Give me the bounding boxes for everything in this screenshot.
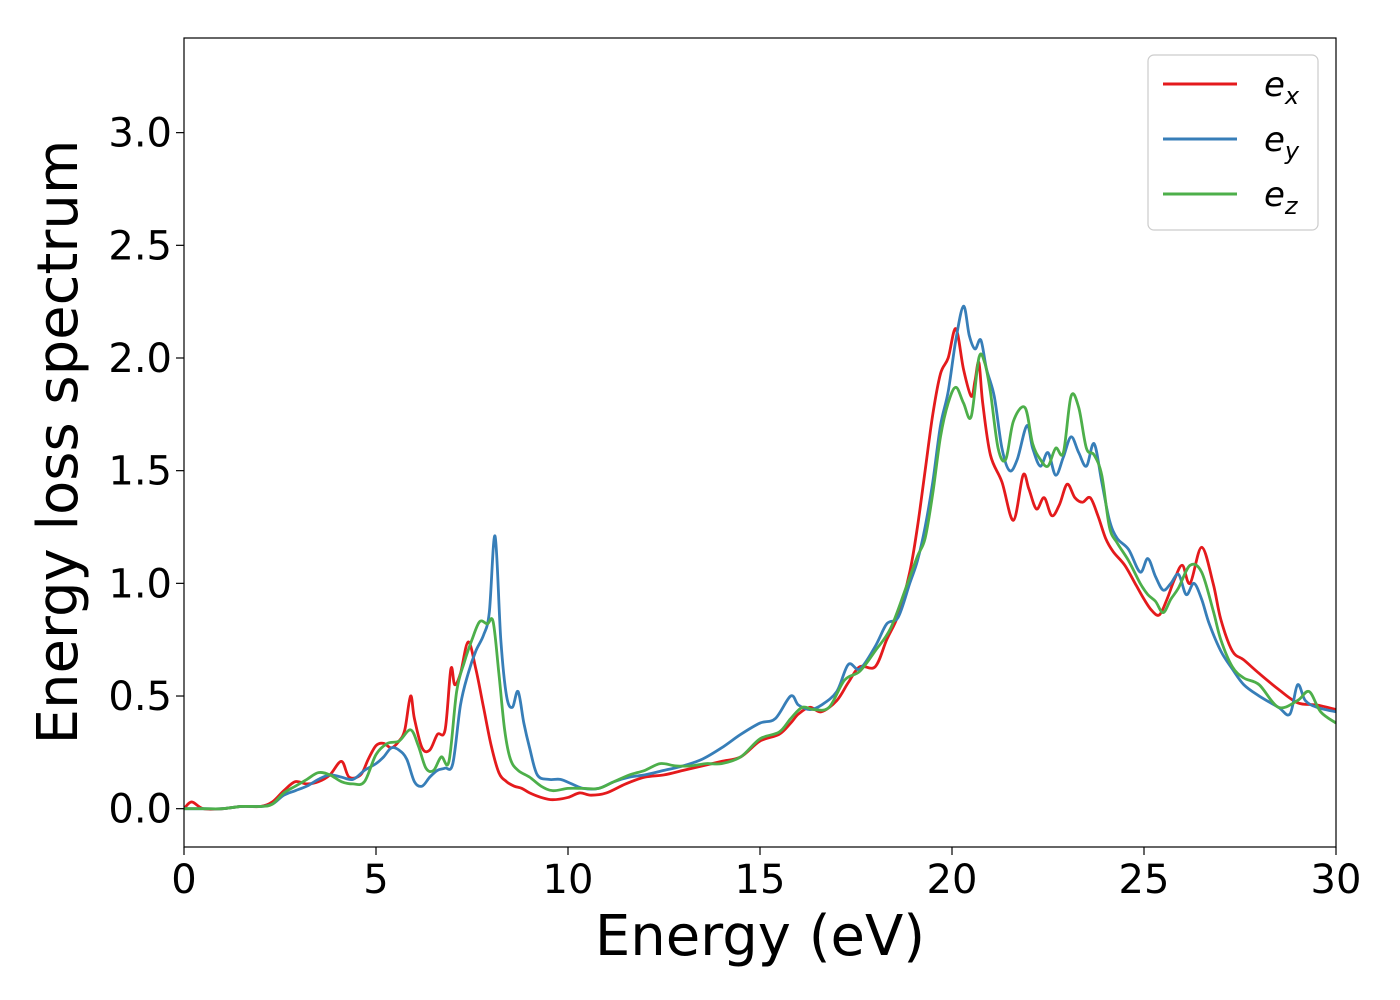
y-axis-label: Energy loss spectrum (26, 140, 91, 745)
y-tick-label: 1.0 (108, 561, 172, 607)
x-axis: 0 5 10 15 20 25 30 (171, 847, 1361, 903)
y-tick-label: 2.0 (108, 336, 172, 382)
legend-label-ey: ey (1264, 120, 1300, 165)
x-tick-label: 30 (1311, 857, 1362, 903)
legend-label-ex: ex (1264, 65, 1300, 110)
x-tick-label: 25 (1119, 857, 1170, 903)
x-axis-label: Energy (eV) (595, 904, 925, 969)
series-line-ey (184, 304, 1336, 811)
y-tick-label: 1.5 (108, 449, 172, 495)
y-tick-label: 0.0 (108, 787, 172, 833)
legend: ex ey ez (1147, 54, 1319, 231)
x-tick-label: 0 (171, 857, 196, 903)
y-tick-label: 0.5 (108, 674, 172, 720)
y-axis: 0.0 0.5 1.0 1.5 2.0 2.5 3.0 (108, 111, 184, 833)
series-layer (184, 304, 1336, 811)
legend-label-ez: ez (1264, 175, 1299, 220)
x-tick-label: 5 (363, 857, 388, 903)
x-tick-label: 20 (927, 857, 978, 903)
legend-box (1147, 54, 1319, 231)
y-tick-label: 2.5 (108, 223, 172, 269)
series-line-ez (184, 352, 1336, 811)
x-tick-label: 10 (543, 857, 594, 903)
x-tick-label: 15 (735, 857, 786, 903)
y-tick-label: 3.0 (108, 111, 172, 157)
